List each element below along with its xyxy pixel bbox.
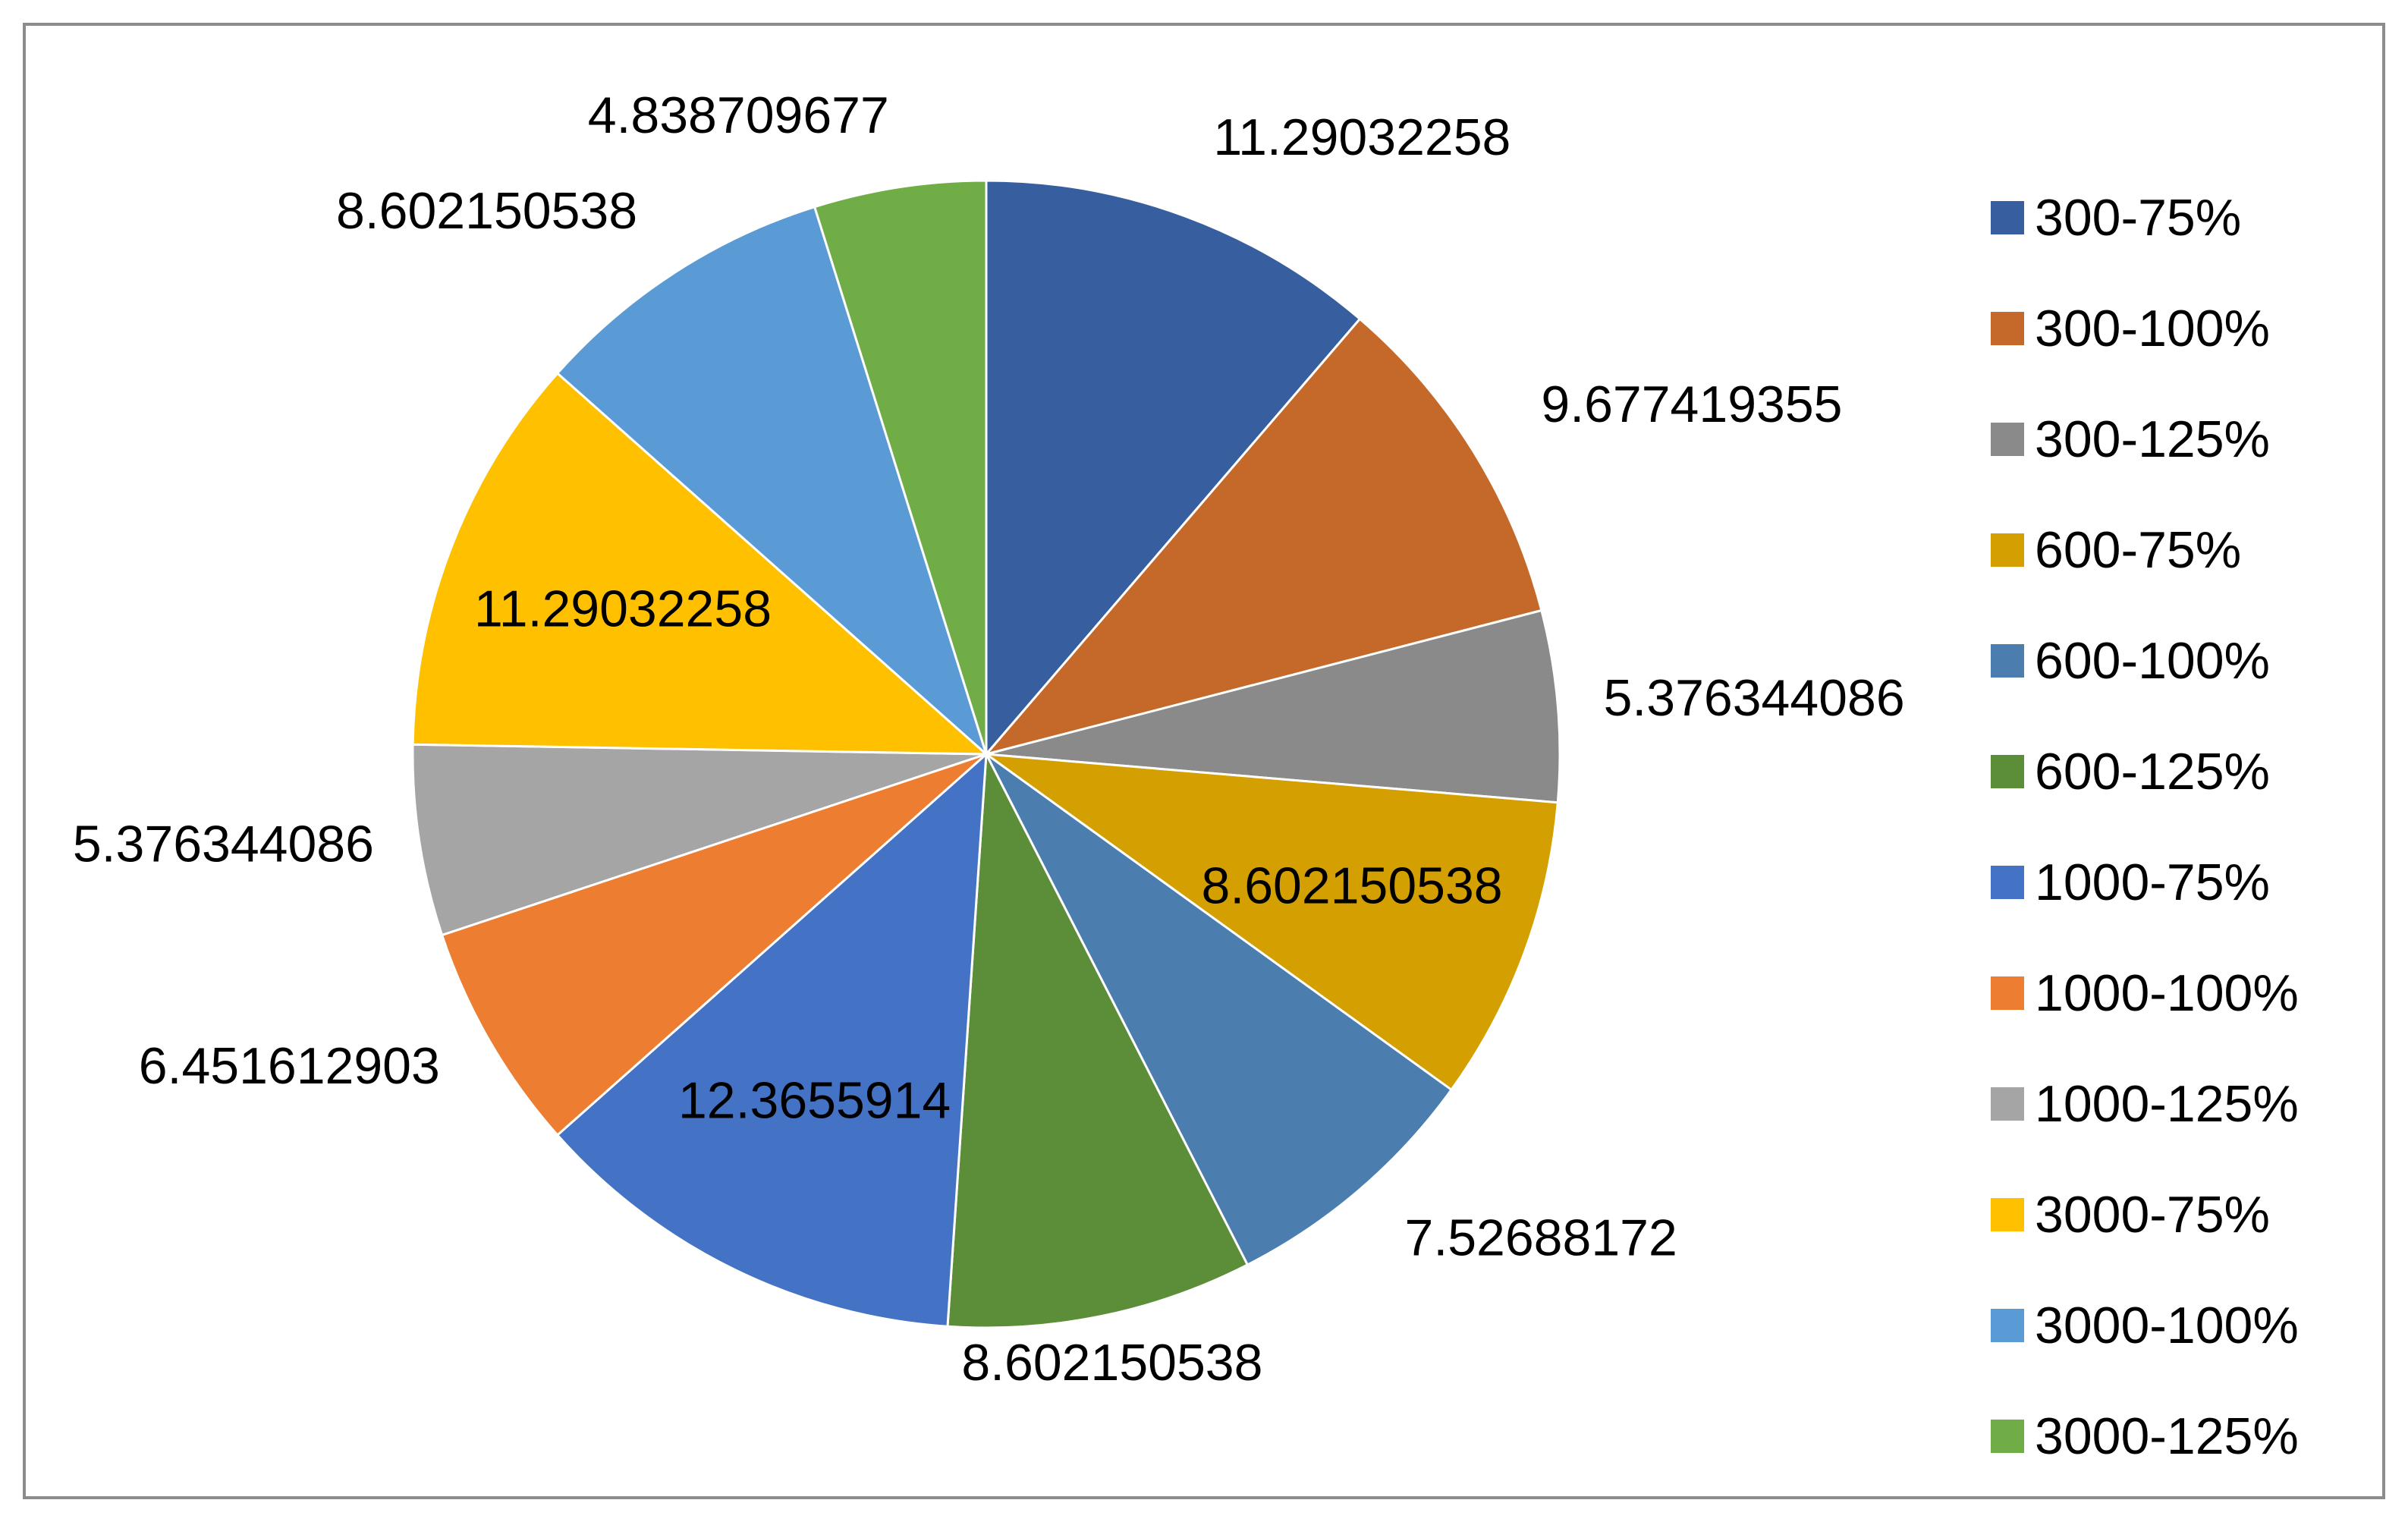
data-label-3000-100%: 8.602150538: [336, 182, 637, 240]
legend-swatch: [1991, 644, 2024, 678]
pie-slice-1000-125%: [411, 743, 988, 936]
data-label-600-100%: 7.52688172: [1405, 1209, 1677, 1266]
legend-swatch: [1991, 1420, 2024, 1453]
data-label-300-75%: 11.29032258: [1213, 108, 1511, 166]
data-label-300-100%: 9.677419355: [1541, 376, 1842, 433]
legend-label: 600-100%: [2035, 632, 2271, 690]
legend-swatch: [1991, 1087, 2024, 1121]
legend-swatch: [1991, 866, 2024, 899]
pie-slice-600-100%: [985, 753, 1453, 1266]
legend-item-300-125%: 300-125%: [1991, 384, 2408, 495]
legend-item-300-75%: 300-75%: [1991, 162, 2408, 273]
legend-item-600-125%: 600-125%: [1991, 716, 2408, 827]
pie-slice-3000-75%: [411, 372, 988, 756]
legend-item-1000-75%: 1000-75%: [1991, 827, 2408, 938]
data-label-300-125%: 5.376344086: [1604, 669, 1905, 727]
legend-item-3000-125%: 3000-125%: [1991, 1381, 2408, 1492]
pie-slice-300-75%: [985, 179, 1361, 756]
pie-slice-3000-125%: [813, 179, 988, 756]
legend-label: 1000-100%: [2035, 964, 2299, 1022]
chart-area: 11.29032258 9.677419355 5.376344086 8.60215…: [23, 23, 2385, 1499]
pie-data-labels: 11.29032258 9.677419355 5.376344086 8.60215…: [73, 86, 1905, 1391]
chart-legend: 300-75% 300-100% 300-125% 600-75% 600-100% 60…: [1991, 162, 2408, 1492]
pie-slice-1000-100%: [441, 753, 988, 1137]
data-label-1000-125%: 5.376344086: [73, 816, 374, 873]
data-label-3000-125%: 4.838709677: [588, 86, 889, 144]
pie-slices: [411, 179, 1561, 1329]
legend-swatch: [1991, 423, 2024, 456]
pie-slice-600-75%: [985, 753, 1559, 1091]
legend-label: 3000-100%: [2035, 1297, 2299, 1354]
legend-label: 1000-75%: [2035, 854, 2271, 911]
data-label-600-75%: 8.602150538: [1202, 857, 1503, 915]
legend-label: 1000-125%: [2035, 1075, 2299, 1133]
data-label-1000-75%: 12.3655914: [678, 1072, 951, 1130]
legend-item-3000-100%: 3000-100%: [1991, 1270, 2408, 1381]
data-label-600-125%: 8.602150538: [961, 1334, 1262, 1391]
legend-label: 600-75%: [2035, 521, 2242, 579]
legend-swatch: [1991, 533, 2024, 567]
legend-label: 3000-125%: [2035, 1407, 2299, 1465]
legend-item-600-75%: 600-75%: [1991, 495, 2408, 605]
legend-item-1000-125%: 1000-125%: [1991, 1049, 2408, 1159]
legend-swatch: [1991, 201, 2024, 234]
legend-label: 300-75%: [2035, 189, 2242, 247]
data-label-1000-100%: 6.451612903: [139, 1037, 440, 1095]
legend-swatch: [1991, 1198, 2024, 1231]
legend-item-3000-75%: 3000-75%: [1991, 1159, 2408, 1270]
legend-swatch: [1991, 976, 2024, 1010]
pie-slice-3000-100%: [556, 206, 988, 756]
legend-item-600-100%: 600-100%: [1991, 605, 2408, 716]
legend-item-1000-100%: 1000-100%: [1991, 938, 2408, 1049]
legend-item-300-100%: 300-100%: [1991, 273, 2408, 384]
legend-swatch: [1991, 312, 2024, 345]
legend-swatch: [1991, 755, 2024, 788]
pie-slice-1000-75%: [556, 753, 988, 1328]
data-label-3000-75%: 11.29032258: [474, 580, 772, 637]
pie-slice-300-125%: [985, 609, 1561, 804]
legend-label: 300-100%: [2035, 300, 2271, 357]
pie-slice-600-125%: [946, 753, 1249, 1329]
pie-chart: 11.29032258 9.677419355 5.376344086 8.60215…: [73, 86, 1905, 1391]
legend-label: 300-125%: [2035, 410, 2271, 468]
legend-label: 3000-75%: [2035, 1186, 2271, 1244]
legend-swatch: [1991, 1309, 2024, 1342]
legend-label: 600-125%: [2035, 743, 2271, 800]
